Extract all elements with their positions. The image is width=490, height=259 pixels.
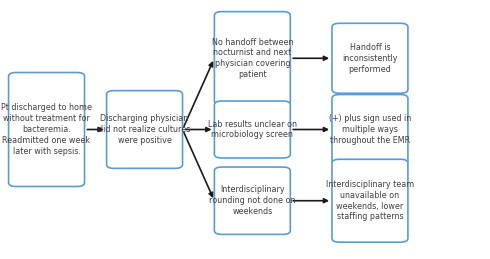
- FancyBboxPatch shape: [332, 95, 408, 164]
- Text: Lab results unclear on
microbiology screen: Lab results unclear on microbiology scre…: [208, 120, 297, 139]
- FancyBboxPatch shape: [215, 101, 290, 158]
- Text: Pt discharged to home
without treatment for
bacteremia.
Readmitted one week
late: Pt discharged to home without treatment …: [1, 104, 92, 155]
- FancyBboxPatch shape: [106, 91, 182, 168]
- FancyBboxPatch shape: [332, 23, 408, 93]
- FancyBboxPatch shape: [215, 12, 290, 105]
- Text: (+) plus sign used in
multiple ways
throughout the EMR: (+) plus sign used in multiple ways thro…: [329, 114, 411, 145]
- Text: Discharging physician
did not realize cultures
were positive: Discharging physician did not realize cu…: [98, 114, 191, 145]
- FancyBboxPatch shape: [215, 167, 290, 234]
- FancyBboxPatch shape: [9, 73, 84, 186]
- Text: Interdisciplinary team
unavailable on
weekends, lower
staffing patterns: Interdisciplinary team unavailable on we…: [326, 180, 414, 221]
- Text: Interdisciplinary
rounding not done on
weekends: Interdisciplinary rounding not done on w…: [209, 185, 295, 216]
- Text: Handoff is
inconsistently
performed: Handoff is inconsistently performed: [342, 43, 398, 74]
- Text: No handoff between
nocturnist and next
physician covering
patient: No handoff between nocturnist and next p…: [212, 38, 293, 79]
- FancyBboxPatch shape: [332, 159, 408, 242]
